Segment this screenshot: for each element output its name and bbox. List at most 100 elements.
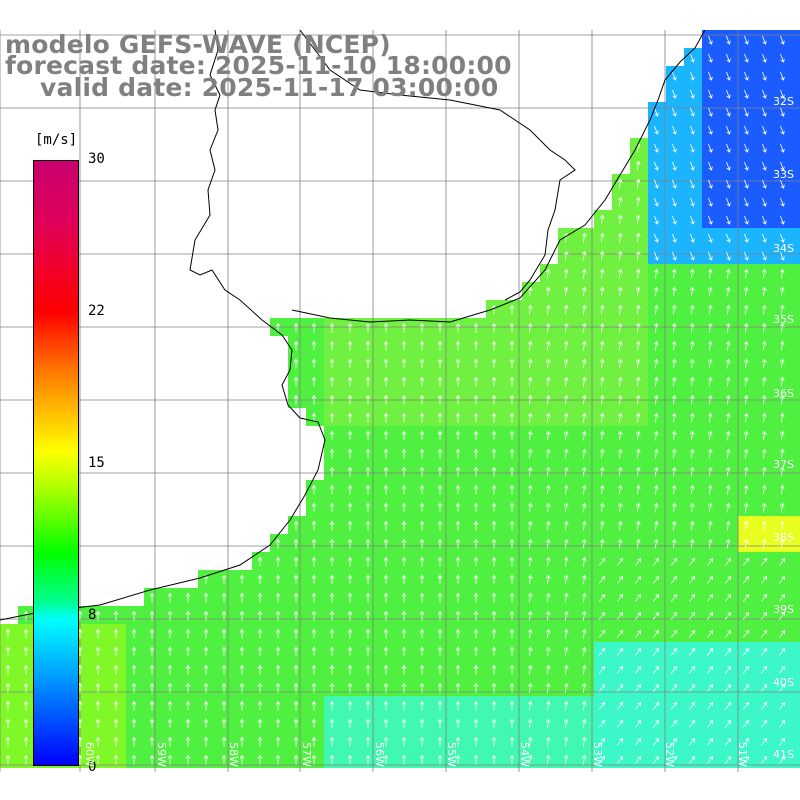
- wind-arrow: [491, 610, 497, 621]
- wind-arrow: [581, 358, 587, 369]
- wind-cell: [342, 444, 360, 462]
- wind-arrow: [23, 664, 29, 675]
- wind-cell: [576, 480, 594, 498]
- wind-cell: [540, 660, 558, 678]
- wind-arrow: [778, 630, 786, 638]
- wind-arrow: [275, 646, 281, 657]
- wind-cell: [594, 498, 612, 516]
- wind-cell: [414, 372, 432, 390]
- wind-arrow: [221, 664, 227, 675]
- wind-cell: [576, 462, 594, 480]
- wind-arrow: [670, 648, 678, 656]
- wind-arrow: [689, 322, 695, 333]
- wind-cell: [540, 300, 558, 318]
- wind-arrow: [203, 700, 209, 711]
- wind-cell: [630, 282, 648, 300]
- wind-cell: [450, 660, 468, 678]
- wind-arrow: [455, 376, 461, 387]
- wind-arrow: [527, 610, 533, 621]
- wind-arrow: [131, 646, 137, 657]
- wind-cell: [18, 624, 36, 642]
- wind-arrow: [473, 556, 479, 567]
- wind-arrow: [724, 684, 732, 692]
- lat-label: 39S: [773, 603, 794, 616]
- wind-cell: [288, 606, 306, 624]
- wind-arrow: [167, 682, 173, 693]
- wind-cell: [522, 552, 540, 570]
- wind-cell: [666, 246, 684, 264]
- wind-cell: [540, 714, 558, 732]
- wind-cell: [540, 696, 558, 714]
- wind-cell: [288, 570, 306, 588]
- wind-arrow: [509, 700, 515, 711]
- wind-cell: [108, 732, 126, 750]
- wind-arrow: [634, 666, 642, 674]
- wind-cell: [378, 390, 396, 408]
- wind-cell: [756, 228, 774, 246]
- wind-arrow: [778, 666, 786, 674]
- wind-cell: [558, 516, 576, 534]
- wind-arrow: [761, 538, 767, 549]
- wind-arrow: [616, 684, 624, 692]
- wind-cell: [360, 390, 378, 408]
- wind-arrow: [563, 754, 569, 765]
- wind-cell: [612, 174, 630, 192]
- wind-cell: [774, 444, 792, 462]
- wind-arrow: [329, 592, 335, 603]
- wind-cell: [648, 462, 666, 480]
- colorbar-tick-22: 22: [88, 303, 105, 319]
- wind-arrow: [185, 736, 191, 747]
- wind-arrow: [617, 412, 623, 423]
- wind-cell: [306, 516, 324, 534]
- wind-cell: [522, 498, 540, 516]
- wind-arrow: [491, 592, 497, 603]
- wind-arrow: [708, 107, 713, 117]
- wind-arrow: [725, 538, 731, 549]
- wind-cell: [396, 606, 414, 624]
- wind-cell: [486, 300, 504, 318]
- wind-cell: [558, 372, 576, 390]
- wind-arrow: [761, 520, 767, 531]
- wind-arrow: [329, 322, 335, 333]
- wind-cell: [738, 408, 756, 426]
- wind-cell: [378, 534, 396, 552]
- wind-arrow: [652, 558, 660, 566]
- wind-arrow: [221, 646, 227, 657]
- wind-cell: [792, 696, 800, 714]
- wind-arrow: [616, 756, 624, 764]
- wind-cell: [756, 480, 774, 498]
- wind-arrow: [491, 466, 497, 477]
- wind-arrow: [706, 558, 714, 566]
- wind-cell: [756, 426, 774, 444]
- wind-cell: [504, 606, 522, 624]
- wind-arrow: [563, 574, 569, 585]
- wind-arrow: [509, 358, 515, 369]
- wind-arrow: [599, 286, 605, 297]
- wind-cell: [612, 480, 630, 498]
- wind-arrow: [293, 610, 299, 621]
- wind-cell: [540, 354, 558, 372]
- wind-cell: [684, 156, 702, 174]
- wind-cell: [324, 426, 342, 444]
- wind-cell: [216, 570, 234, 588]
- wind-cell: [504, 336, 522, 354]
- wind-cell: [666, 390, 684, 408]
- wind-arrow: [689, 268, 695, 279]
- wind-cell: [774, 84, 792, 102]
- wind-cell: [342, 606, 360, 624]
- wind-cell: [342, 426, 360, 444]
- wind-cell: [18, 696, 36, 714]
- wind-arrow: [760, 666, 768, 674]
- wind-arrow: [95, 718, 101, 729]
- wind-cell: [0, 732, 18, 750]
- wind-cell: [594, 390, 612, 408]
- wind-arrow: [203, 628, 209, 639]
- wind-cell: [666, 372, 684, 390]
- wind-cell: [522, 714, 540, 732]
- wind-cell: [720, 264, 738, 282]
- wind-cell: [450, 516, 468, 534]
- wind-cell: [612, 390, 630, 408]
- wind-arrow: [383, 718, 389, 729]
- wind-arrow: [473, 538, 479, 549]
- wind-arrow: [725, 520, 731, 531]
